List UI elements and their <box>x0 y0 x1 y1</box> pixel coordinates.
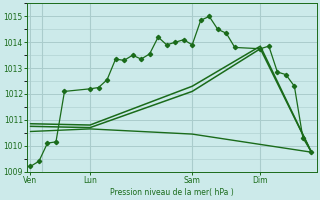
X-axis label: Pression niveau de la mer( hPa ): Pression niveau de la mer( hPa ) <box>110 188 234 197</box>
